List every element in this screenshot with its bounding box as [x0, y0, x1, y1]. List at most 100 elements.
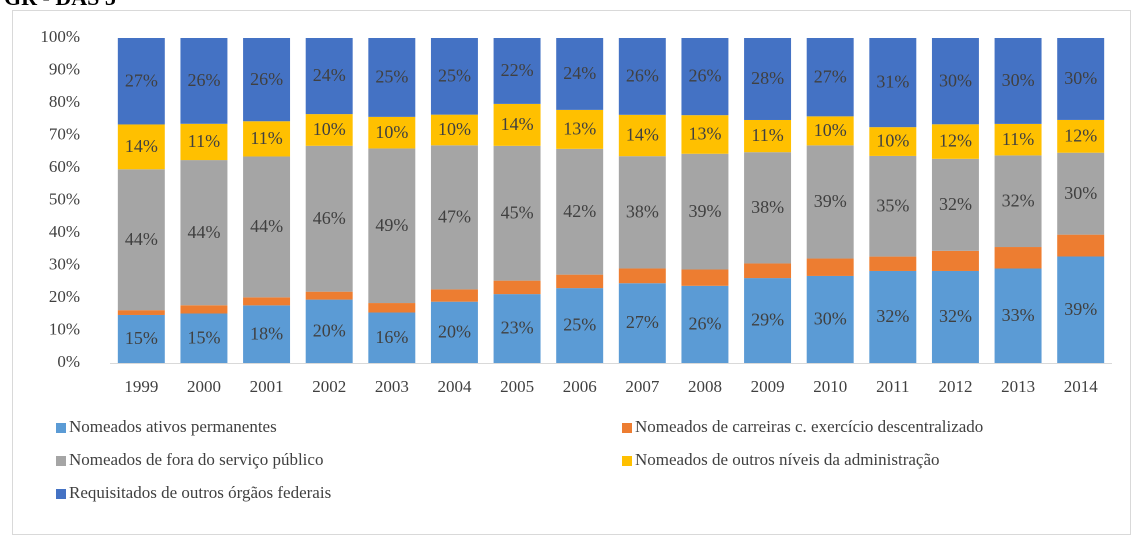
- data-label: 18%: [250, 323, 283, 343]
- bar-segment: [305, 299, 353, 363]
- data-label: 44%: [187, 222, 220, 242]
- bar-segment: [931, 124, 979, 159]
- x-tick-label: 2013: [1001, 377, 1035, 396]
- data-label: 25%: [375, 67, 408, 87]
- legend-swatch: [622, 456, 632, 466]
- data-label: 26%: [187, 70, 220, 90]
- x-tick-label: 2000: [187, 377, 221, 396]
- bar-segment: [681, 269, 729, 286]
- bar-segment: [243, 305, 291, 363]
- data-label: 30%: [1064, 68, 1097, 88]
- data-label: 25%: [438, 65, 471, 85]
- y-tick-label: 90%: [49, 59, 80, 78]
- bar-segment: [305, 145, 353, 292]
- data-label: 26%: [250, 69, 283, 89]
- bar-segment: [869, 256, 917, 271]
- data-label: 10%: [313, 119, 346, 139]
- legend-label: Nomeados de carreiras c. exercício desce…: [635, 417, 983, 436]
- data-label: 27%: [814, 66, 847, 86]
- data-label: 33%: [1002, 305, 1035, 325]
- x-tick-label: 2014: [1064, 377, 1099, 396]
- bar-segment: [681, 38, 729, 116]
- data-label: 13%: [563, 118, 596, 138]
- bar-segment: [618, 156, 666, 269]
- bar-segment: [556, 38, 604, 110]
- legend-swatch: [622, 423, 632, 433]
- data-label: 10%: [814, 120, 847, 140]
- y-tick-label: 80%: [49, 92, 80, 111]
- data-label: 15%: [125, 328, 158, 348]
- bar-segment: [618, 114, 666, 157]
- bar-segment: [931, 250, 979, 271]
- legend-label: Nomeados de outros níveis da administraç…: [635, 450, 940, 469]
- data-label: 26%: [626, 66, 659, 86]
- bar-segment: [806, 145, 854, 259]
- bar-segment: [869, 38, 917, 128]
- data-label: 14%: [626, 125, 659, 145]
- data-label: 46%: [313, 208, 346, 228]
- data-label: 39%: [814, 191, 847, 211]
- data-label: 32%: [939, 306, 972, 326]
- bar-segment: [493, 38, 541, 104]
- x-tick-label: 2006: [563, 377, 597, 396]
- bar-segment: [243, 38, 291, 122]
- data-label: 30%: [1064, 183, 1097, 203]
- bar-segment: [556, 274, 604, 289]
- data-label: 28%: [751, 68, 784, 88]
- bar-segment: [180, 38, 228, 124]
- bar-segment: [368, 116, 416, 149]
- bar-segment: [806, 258, 854, 276]
- bar-segment: [493, 294, 541, 363]
- data-label: 22%: [501, 60, 534, 80]
- x-tick-label: 1999: [124, 377, 158, 396]
- bar-segment: [994, 155, 1042, 248]
- data-label: 27%: [125, 70, 158, 90]
- y-tick-label: 30%: [49, 254, 80, 273]
- data-label: 24%: [313, 65, 346, 85]
- bar-segment: [744, 38, 792, 120]
- x-tick-label: 2004: [437, 377, 472, 396]
- data-label: 49%: [375, 215, 408, 235]
- bar-segment: [994, 247, 1042, 269]
- bar-segment: [368, 148, 416, 304]
- bar-segment: [618, 38, 666, 115]
- bar-segment: [493, 145, 541, 281]
- bar-segment: [305, 38, 353, 115]
- bar-segment: [243, 297, 291, 306]
- data-label: 44%: [250, 216, 283, 236]
- y-tick-label: 50%: [49, 189, 80, 208]
- data-label: 32%: [1002, 190, 1035, 210]
- x-tick-label: 2001: [250, 377, 284, 396]
- x-tick-label: 2005: [500, 377, 534, 396]
- x-tick-label: 2002: [312, 377, 346, 396]
- data-label: 20%: [313, 320, 346, 340]
- bar-segment: [681, 153, 729, 270]
- x-tick-label: 2012: [938, 377, 972, 396]
- bar-segment: [243, 121, 291, 157]
- bar-segment: [556, 288, 604, 363]
- bar-segment: [744, 263, 792, 279]
- x-tick-label: 2007: [625, 377, 660, 396]
- bar-segment: [994, 268, 1042, 363]
- bar-segment: [430, 38, 478, 115]
- bar-segment: [430, 301, 478, 363]
- bar-segment: [556, 109, 604, 149]
- data-label: 10%: [375, 122, 408, 142]
- legend-label: Nomeados de fora do serviço público: [69, 450, 323, 469]
- bar-segment: [493, 103, 541, 146]
- bar-segment: [744, 119, 792, 153]
- data-label: 14%: [125, 136, 158, 156]
- bar-segment: [556, 148, 604, 275]
- bar-segment: [368, 312, 416, 363]
- bar-segment: [430, 145, 478, 290]
- bar-segment: [305, 291, 353, 300]
- bar-segment: [744, 278, 792, 363]
- data-label: 26%: [688, 314, 721, 334]
- data-label: 11%: [751, 125, 783, 145]
- bar-segment: [368, 303, 416, 313]
- y-tick-label: 0%: [57, 352, 80, 371]
- legend-swatch: [56, 456, 66, 466]
- bar-segment: [806, 116, 854, 146]
- bar-segment: [618, 268, 666, 284]
- data-label: 32%: [939, 194, 972, 214]
